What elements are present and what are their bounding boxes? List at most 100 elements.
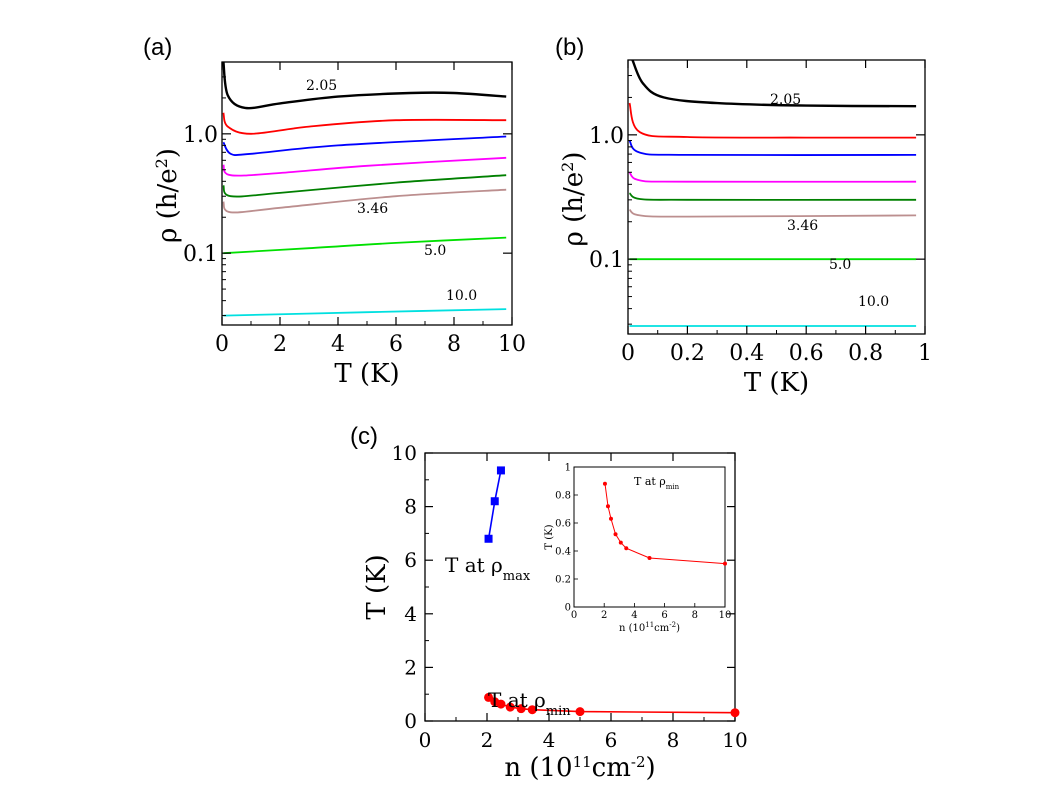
marker-square-c-0-1: [490, 497, 499, 506]
series-label-sub-c-1: min: [546, 704, 571, 719]
ylabel-symbol-b: ρ: [559, 223, 589, 247]
ytick-label-inset-4: 0.8: [555, 491, 571, 502]
curve-label-a-5: 3.46: [357, 201, 388, 217]
xtick-label-b-4: 0.8: [848, 341, 883, 366]
xlabel-rest-inset: cm: [654, 623, 670, 634]
panel-label-a: (a): [143, 34, 172, 61]
xtick-label-b-3: 0.6: [789, 341, 824, 366]
xtick-label-c-1: 2: [481, 728, 494, 752]
series-label-main-c-1: T at ρ: [488, 688, 546, 712]
xtick-label-c-4: 8: [667, 728, 680, 752]
xlabel-b: T (K): [744, 368, 809, 398]
xtick-label-a-2: 4: [331, 332, 345, 357]
inset-title-main: T at ρ: [634, 475, 666, 488]
curve-a-7: [223, 308, 507, 317]
xtick-label-c-5: 10: [722, 728, 747, 752]
marker-circle-inset-5: [624, 546, 629, 551]
marker-circle-inset-6: [647, 556, 652, 560]
ytick-label-c-1: 2: [404, 655, 417, 679]
ytick-label-inset-2: 0.4: [555, 547, 571, 558]
ytick-label-inset-0: 0: [565, 603, 571, 614]
xtick-label-inset-0: 0: [571, 610, 577, 621]
xtick-label-a-3: 6: [389, 332, 403, 357]
ylabel-units-a: (h/e: [153, 168, 183, 219]
ylabel-symbol-a: ρ: [153, 219, 183, 243]
ylabel-b: ρ (h/e2): [558, 152, 590, 247]
ytick-label-b-1: 1.0: [589, 124, 624, 149]
curves-a: [222, 62, 507, 317]
curve-label-a-0: 2.05: [306, 78, 337, 94]
series-label-c-1: T at ρmin: [488, 688, 571, 719]
frame-inset: [573, 466, 726, 608]
curve-label-b-7: 10.0: [858, 294, 889, 310]
series-label-sub-c-0: max: [503, 569, 531, 584]
marker-circle-inset-3: [613, 532, 618, 537]
ytick-label-inset-3: 0.6: [555, 519, 571, 530]
ytick-label-c-3: 6: [404, 548, 417, 572]
xtick-label-inset-4: 8: [692, 610, 698, 621]
xlabel-sup-inset: 11: [645, 621, 654, 629]
curve-label-a-6: 5.0: [424, 243, 446, 259]
inset-title: T at ρmin: [634, 475, 680, 491]
curve-b-5: [628, 208, 917, 218]
series-label-main-c-0: T at ρ: [445, 553, 503, 577]
curve-label-b-6: 5.0: [829, 257, 851, 273]
ylabel-inset: T (K): [544, 524, 555, 549]
panel-label-c: (c): [350, 423, 378, 450]
curve-b-4: [628, 192, 917, 201]
curve-a-4: [222, 174, 507, 198]
xtick-label-c-3: 6: [605, 728, 618, 752]
inset-title-sub: min: [666, 483, 680, 491]
xtick-label-c-2: 4: [543, 728, 556, 752]
ytick-label-a-1: 1.0: [183, 123, 218, 148]
xlabel-close-c: ): [646, 753, 656, 783]
xtick-label-inset-3: 6: [661, 610, 667, 621]
marker-square-c-0-2: [496, 466, 505, 475]
curve-a-0: [222, 62, 507, 110]
xlabel-close-inset: ): [676, 623, 680, 634]
ylabel-sup-a: 2: [152, 158, 171, 168]
ylabel-units-b: (h/e: [559, 172, 589, 223]
marker-circle-c-1-2: [496, 699, 506, 709]
series-label-c-0: T at ρmax: [445, 553, 531, 584]
marker-circle-c-1-4: [516, 704, 526, 714]
ytick-label-c-5: 10: [392, 441, 417, 465]
xtick-label-inset-2: 4: [631, 610, 637, 621]
curve-label-a-7: 10.0: [446, 288, 477, 304]
xtick-label-c-0: 0: [419, 728, 432, 752]
xlabel-c: n (1011cm-2): [504, 753, 655, 783]
xlabel-a: T (K): [334, 359, 399, 389]
xtick-label-b-2: 0.4: [729, 341, 764, 366]
curve-b-0: [631, 60, 917, 108]
xtick-label-inset-1: 2: [601, 610, 607, 621]
panel-label-b: (b): [555, 34, 584, 61]
xlabel-inset: n (1011cm-2): [619, 621, 680, 634]
xtick-label-a-1: 2: [273, 332, 287, 357]
xlabel-sup2-c: -2: [631, 753, 646, 771]
panel-b: (b) 2.05 3.46 5.0 10.0 0 0.2 0.4 0.6 0.8 1 0.1 1.0 T …: [555, 34, 932, 398]
curve-b-3: [628, 171, 917, 183]
panel-a: (a) 2.05 3.46 5.0 10.0 0 2 4 6 8 10 0.1 1.0 T (K) ρ (h…: [143, 34, 526, 389]
xlabel-sup2-inset: -2: [669, 621, 676, 629]
xtick-label-b-5: 1: [918, 341, 932, 366]
xtick-label-b-1: 0.2: [670, 341, 705, 366]
ytick-label-c-4: 8: [404, 495, 417, 519]
curve-b-2: [628, 139, 917, 156]
xlabel-main-c: n (10: [504, 753, 572, 783]
curve-a-5: [222, 188, 507, 214]
marker-circle-inset-7: [723, 561, 727, 566]
curve-b-1: [628, 102, 917, 139]
xlabel-sup-c: 11: [573, 753, 592, 771]
curve-label-b-5: 3.46: [787, 218, 818, 234]
marker-circle-inset-4: [618, 540, 623, 545]
xtick-label-a-4: 8: [447, 332, 461, 357]
marker-circle-c-1-6: [575, 707, 585, 717]
xlabel-main-inset: n (10: [619, 623, 645, 634]
ytick-label-a-0: 0.1: [183, 242, 218, 267]
ylabel-close-b: ): [559, 152, 589, 162]
curve-a-2: [222, 135, 507, 156]
curve-label-b-0: 2.05: [770, 92, 801, 108]
series-line-inset: [604, 483, 726, 565]
